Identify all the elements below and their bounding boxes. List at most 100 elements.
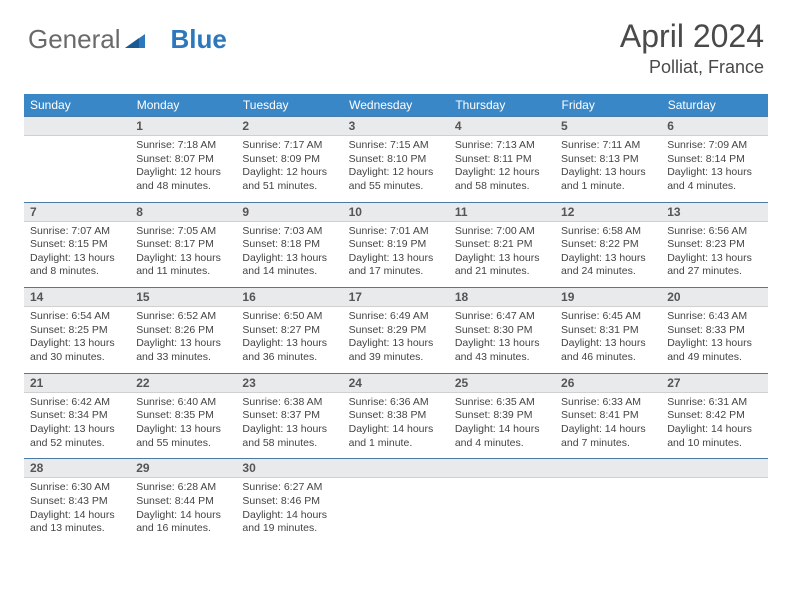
day-content-cell: Sunrise: 7:15 AMSunset: 8:10 PMDaylight:… bbox=[343, 136, 449, 203]
daylight-line2: and 8 minutes. bbox=[30, 265, 124, 279]
day-number bbox=[24, 117, 130, 134]
sunset-text: Sunset: 8:34 PM bbox=[30, 409, 124, 423]
sunrise-text: Sunrise: 6:54 AM bbox=[30, 310, 124, 324]
daylight-line1: Daylight: 13 hours bbox=[667, 166, 761, 180]
day-number: 5 bbox=[555, 117, 661, 135]
daylight-line2: and 48 minutes. bbox=[136, 180, 230, 194]
daylight-line2: and 4 minutes. bbox=[667, 180, 761, 194]
daylight-line2: and 7 minutes. bbox=[561, 437, 655, 451]
day-content-cell: Sunrise: 7:11 AMSunset: 8:13 PMDaylight:… bbox=[555, 136, 661, 203]
daylight-line2: and 30 minutes. bbox=[30, 351, 124, 365]
daylight-line1: Daylight: 12 hours bbox=[455, 166, 549, 180]
daylight-line2: and 1 minute. bbox=[561, 180, 655, 194]
daylight-line1: Daylight: 12 hours bbox=[349, 166, 443, 180]
day-content-cell: Sunrise: 6:33 AMSunset: 8:41 PMDaylight:… bbox=[555, 392, 661, 459]
day-number-cell: 3 bbox=[343, 117, 449, 136]
daylight-line1: Daylight: 14 hours bbox=[667, 423, 761, 437]
day-content-cell: Sunrise: 6:42 AMSunset: 8:34 PMDaylight:… bbox=[24, 392, 130, 459]
daylight-line1: Daylight: 13 hours bbox=[136, 337, 230, 351]
daynum-row: 21222324252627 bbox=[24, 373, 768, 392]
daylight-line2: and 1 minute. bbox=[349, 437, 443, 451]
sunset-text: Sunset: 8:44 PM bbox=[136, 495, 230, 509]
sunrise-text: Sunrise: 7:05 AM bbox=[136, 225, 230, 239]
weekday-header: Monday bbox=[130, 94, 236, 117]
day-number-cell: 18 bbox=[449, 288, 555, 307]
day-number-cell bbox=[24, 117, 130, 136]
sunrise-text: Sunrise: 7:11 AM bbox=[561, 139, 655, 153]
title-block: April 2024 Polliat, France bbox=[620, 18, 764, 78]
day-content-cell: Sunrise: 7:18 AMSunset: 8:07 PMDaylight:… bbox=[130, 136, 236, 203]
daylight-line2: and 11 minutes. bbox=[136, 265, 230, 279]
sunrise-text: Sunrise: 6:47 AM bbox=[455, 310, 549, 324]
day-number-cell: 17 bbox=[343, 288, 449, 307]
daylight-line2: and 46 minutes. bbox=[561, 351, 655, 365]
daylight-line1: Daylight: 13 hours bbox=[561, 337, 655, 351]
weekday-header: Wednesday bbox=[343, 94, 449, 117]
sunrise-text: Sunrise: 7:18 AM bbox=[136, 139, 230, 153]
sunset-text: Sunset: 8:37 PM bbox=[242, 409, 336, 423]
sunset-text: Sunset: 8:39 PM bbox=[455, 409, 549, 423]
day-number bbox=[555, 459, 661, 476]
day-number: 6 bbox=[661, 117, 767, 135]
sunrise-text: Sunrise: 6:45 AM bbox=[561, 310, 655, 324]
day-number: 16 bbox=[236, 288, 342, 306]
day-content-cell: Sunrise: 7:03 AMSunset: 8:18 PMDaylight:… bbox=[236, 221, 342, 288]
day-number-cell: 12 bbox=[555, 202, 661, 221]
day-number: 2 bbox=[236, 117, 342, 135]
daylight-line2: and 58 minutes. bbox=[455, 180, 549, 194]
sunrise-text: Sunrise: 6:58 AM bbox=[561, 225, 655, 239]
sunrise-text: Sunrise: 6:31 AM bbox=[667, 396, 761, 410]
day-number: 30 bbox=[236, 459, 342, 477]
sunset-text: Sunset: 8:27 PM bbox=[242, 324, 336, 338]
sunset-text: Sunset: 8:23 PM bbox=[667, 238, 761, 252]
day-number: 28 bbox=[24, 459, 130, 477]
day-content-cell: Sunrise: 7:13 AMSunset: 8:11 PMDaylight:… bbox=[449, 136, 555, 203]
daynum-row: 78910111213 bbox=[24, 202, 768, 221]
day-content-cell: Sunrise: 6:28 AMSunset: 8:44 PMDaylight:… bbox=[130, 478, 236, 544]
sunrise-text: Sunrise: 7:13 AM bbox=[455, 139, 549, 153]
daylight-line1: Daylight: 13 hours bbox=[30, 337, 124, 351]
day-number: 24 bbox=[343, 374, 449, 392]
day-number-cell: 7 bbox=[24, 202, 130, 221]
day-content-cell bbox=[555, 478, 661, 544]
day-number-cell: 27 bbox=[661, 373, 767, 392]
sunrise-text: Sunrise: 6:49 AM bbox=[349, 310, 443, 324]
day-number-cell: 30 bbox=[236, 459, 342, 478]
weekday-header-row: Sunday Monday Tuesday Wednesday Thursday… bbox=[24, 94, 768, 117]
day-content-cell: Sunrise: 6:45 AMSunset: 8:31 PMDaylight:… bbox=[555, 307, 661, 374]
daylight-line1: Daylight: 12 hours bbox=[242, 166, 336, 180]
sunrise-text: Sunrise: 6:40 AM bbox=[136, 396, 230, 410]
sunset-text: Sunset: 8:13 PM bbox=[561, 153, 655, 167]
page-header: General Blue April 2024 Polliat, France bbox=[0, 0, 792, 86]
day-number bbox=[661, 459, 767, 476]
daylight-line2: and 51 minutes. bbox=[242, 180, 336, 194]
sunset-text: Sunset: 8:17 PM bbox=[136, 238, 230, 252]
day-number: 26 bbox=[555, 374, 661, 392]
day-content-cell: Sunrise: 6:31 AMSunset: 8:42 PMDaylight:… bbox=[661, 392, 767, 459]
daylight-line2: and 27 minutes. bbox=[667, 265, 761, 279]
day-number-cell: 19 bbox=[555, 288, 661, 307]
day-number-cell: 15 bbox=[130, 288, 236, 307]
day-number-cell: 23 bbox=[236, 373, 342, 392]
daylight-line1: Daylight: 13 hours bbox=[242, 252, 336, 266]
day-number: 12 bbox=[555, 203, 661, 221]
sunrise-text: Sunrise: 7:17 AM bbox=[242, 139, 336, 153]
day-number-cell bbox=[661, 459, 767, 478]
sunrise-text: Sunrise: 7:00 AM bbox=[455, 225, 549, 239]
content-row: Sunrise: 7:07 AMSunset: 8:15 PMDaylight:… bbox=[24, 221, 768, 288]
sunset-text: Sunset: 8:10 PM bbox=[349, 153, 443, 167]
daylight-line2: and 17 minutes. bbox=[349, 265, 443, 279]
day-content-cell: Sunrise: 7:09 AMSunset: 8:14 PMDaylight:… bbox=[661, 136, 767, 203]
content-row: Sunrise: 6:54 AMSunset: 8:25 PMDaylight:… bbox=[24, 307, 768, 374]
daylight-line1: Daylight: 14 hours bbox=[349, 423, 443, 437]
day-content-cell: Sunrise: 6:27 AMSunset: 8:46 PMDaylight:… bbox=[236, 478, 342, 544]
day-number: 7 bbox=[24, 203, 130, 221]
sunrise-text: Sunrise: 6:43 AM bbox=[667, 310, 761, 324]
sunset-text: Sunset: 8:21 PM bbox=[455, 238, 549, 252]
day-number-cell: 1 bbox=[130, 117, 236, 136]
sunset-text: Sunset: 8:22 PM bbox=[561, 238, 655, 252]
daylight-line2: and 24 minutes. bbox=[561, 265, 655, 279]
day-number-cell: 4 bbox=[449, 117, 555, 136]
daylight-line2: and 49 minutes. bbox=[667, 351, 761, 365]
day-number: 1 bbox=[130, 117, 236, 135]
